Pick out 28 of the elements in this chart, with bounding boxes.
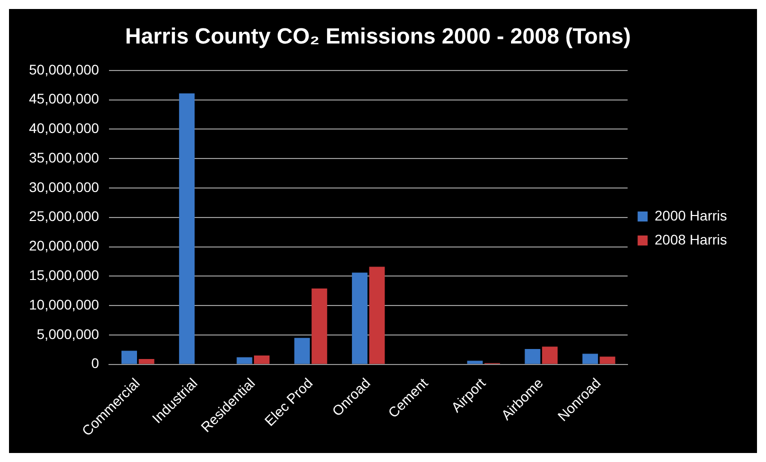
chart-title: Harris County CO₂ Emissions 2000 - 2008 (Tons) <box>125 23 631 48</box>
y-tick-label: 20,000,000 <box>28 238 100 254</box>
bar <box>369 266 385 364</box>
bar <box>467 360 483 364</box>
bar <box>352 272 368 364</box>
y-tick-label: 15,000,000 <box>28 267 100 283</box>
bar <box>542 346 558 364</box>
bar <box>582 354 598 364</box>
bar <box>138 359 154 364</box>
y-tick-label: 50,000,000 <box>28 61 100 78</box>
bar <box>236 357 252 364</box>
bar <box>121 350 138 364</box>
y-tick-label: 5,000,000 <box>36 326 100 342</box>
y-tick-label: 10,000,000 <box>28 296 100 312</box>
bar <box>312 288 328 364</box>
bar <box>294 338 310 364</box>
y-tick-label: 45,000,000 <box>28 90 100 107</box>
y-tick-label: 0 <box>91 355 100 372</box>
y-tick-label: 40,000,000 <box>28 120 100 136</box>
legend-label: 2008 Harris <box>654 231 728 248</box>
legend-label: 2000 Harris <box>654 207 728 224</box>
bar <box>254 356 270 364</box>
bar <box>524 349 540 364</box>
y-tick-label: 25,000,000 <box>28 208 100 224</box>
y-tick-label: 30,000,000 <box>28 178 100 195</box>
y-tick-label: 35,000,000 <box>28 149 100 166</box>
bar <box>179 93 195 364</box>
bar <box>600 356 616 364</box>
